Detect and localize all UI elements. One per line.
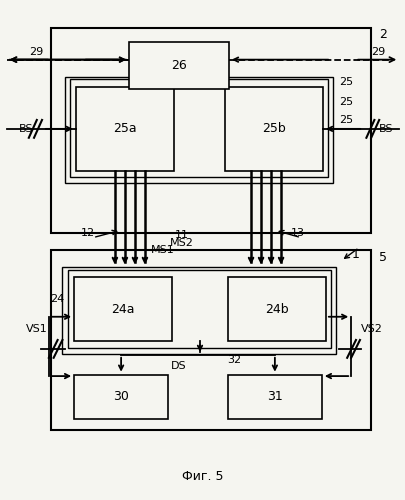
Text: VS1: VS1 [26,324,48,334]
Bar [51,28,370,233]
Text: BS: BS [19,124,33,134]
Text: 30: 30 [113,390,129,404]
Text: 25a: 25a [113,122,136,136]
Text: 29: 29 [370,47,384,57]
Text: Фиг. 5: Фиг. 5 [182,470,223,483]
Text: VS2: VS2 [360,324,382,334]
Text: 12: 12 [81,228,95,237]
Text: 25b: 25b [262,122,285,136]
Bar [224,87,322,171]
Text: 26: 26 [171,60,186,72]
Text: 24a: 24a [111,303,134,316]
Text: BS: BS [378,124,393,134]
Text: 11: 11 [175,230,188,240]
Bar [75,87,173,171]
Bar [65,77,333,183]
Text: 31: 31 [266,390,282,404]
Bar [227,374,321,419]
Text: 25: 25 [338,96,352,106]
Text: 5: 5 [378,251,386,264]
Bar [227,277,325,342]
Bar [62,268,335,354]
Bar [74,374,168,419]
Text: DS: DS [171,360,186,370]
Text: 13: 13 [290,228,304,237]
Text: 1: 1 [351,248,359,262]
Text: 2: 2 [378,28,386,40]
Text: 29: 29 [29,47,43,57]
Bar [68,270,330,348]
Text: 24: 24 [50,294,64,304]
Text: 24b: 24b [264,303,288,316]
Bar [51,250,370,430]
Text: 25: 25 [338,116,352,126]
Bar [129,42,228,90]
Text: MS1: MS1 [151,245,174,255]
Bar [70,79,328,177]
Text: 25: 25 [338,77,352,87]
Text: 32: 32 [226,355,241,365]
Bar [74,277,172,342]
Text: MS2: MS2 [170,238,194,248]
